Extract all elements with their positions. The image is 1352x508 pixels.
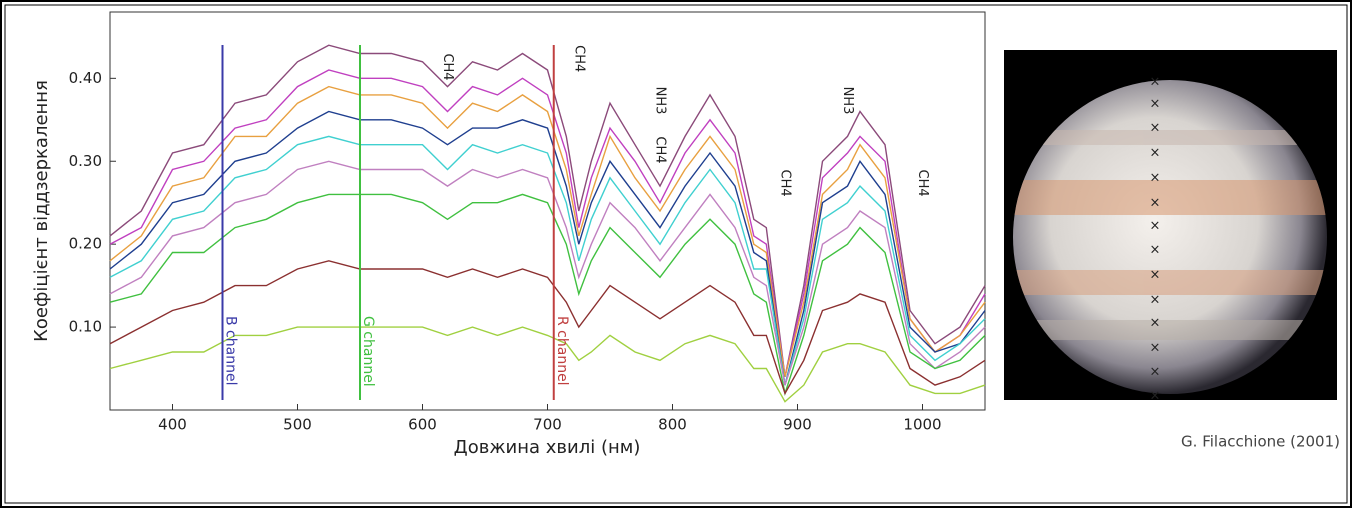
x-tick-label: 900 <box>783 416 812 434</box>
y-tick-label: 0.40 <box>69 69 102 87</box>
x-tick-label: 400 <box>158 416 187 434</box>
y-axis-label: Коефіцієнт віддзеркалення <box>31 80 52 342</box>
annotation: NH3 <box>840 87 855 115</box>
annotation: CH4 <box>571 45 586 72</box>
series-line <box>109 260 986 396</box>
annotation: CH4 <box>440 53 455 80</box>
x-tick-label: 800 <box>658 416 687 434</box>
x-axis-label: Довжина хвилі (нм) <box>454 437 641 458</box>
x-tick-label: 1000 <box>903 416 941 434</box>
annotation: CH4 <box>653 136 668 163</box>
inner-border <box>4 4 1348 504</box>
svg-text:×: × <box>1150 196 1161 211</box>
svg-text:×: × <box>1150 97 1161 112</box>
credit: G. Filacchione (2001) <box>1181 433 1340 451</box>
annotation: CH4 <box>778 170 793 197</box>
svg-text:×: × <box>1150 293 1161 308</box>
x-tick-label: 600 <box>408 416 437 434</box>
series-line <box>109 110 986 386</box>
series-line <box>109 44 986 377</box>
series-line <box>109 135 986 386</box>
svg-text:×: × <box>1150 365 1161 380</box>
series-line <box>109 85 986 377</box>
svg-text:×: × <box>1150 171 1161 186</box>
svg-text:×: × <box>1150 75 1161 90</box>
x-tick-label: 500 <box>283 416 312 434</box>
jupiter-image: × × × × × × × × × × × × × × <box>1004 50 1337 404</box>
series-line <box>109 160 986 386</box>
series-line <box>109 326 986 403</box>
channel-label: G channel <box>360 316 376 387</box>
annotation: CH4 <box>915 170 930 197</box>
plot-frame <box>109 11 986 411</box>
svg-text:×: × <box>1150 268 1161 283</box>
y-tick-label: 0.30 <box>69 152 102 170</box>
x-tick-label: 700 <box>533 416 562 434</box>
annotation: NH3 <box>653 87 668 115</box>
series-line <box>109 193 986 397</box>
svg-text:×: × <box>1150 219 1161 234</box>
channel-label: B channel <box>223 316 239 385</box>
svg-text:×: × <box>1150 146 1161 161</box>
y-tick-label: 0.10 <box>69 318 102 336</box>
series-line <box>109 69 986 377</box>
y-tick-label: 0.20 <box>69 235 102 253</box>
svg-text:×: × <box>1150 121 1161 136</box>
svg-text:×: × <box>1150 389 1161 404</box>
svg-text:×: × <box>1150 243 1161 258</box>
svg-text:×: × <box>1150 316 1161 331</box>
channel-label: R channel <box>554 316 570 386</box>
svg-text:×: × <box>1150 341 1161 356</box>
